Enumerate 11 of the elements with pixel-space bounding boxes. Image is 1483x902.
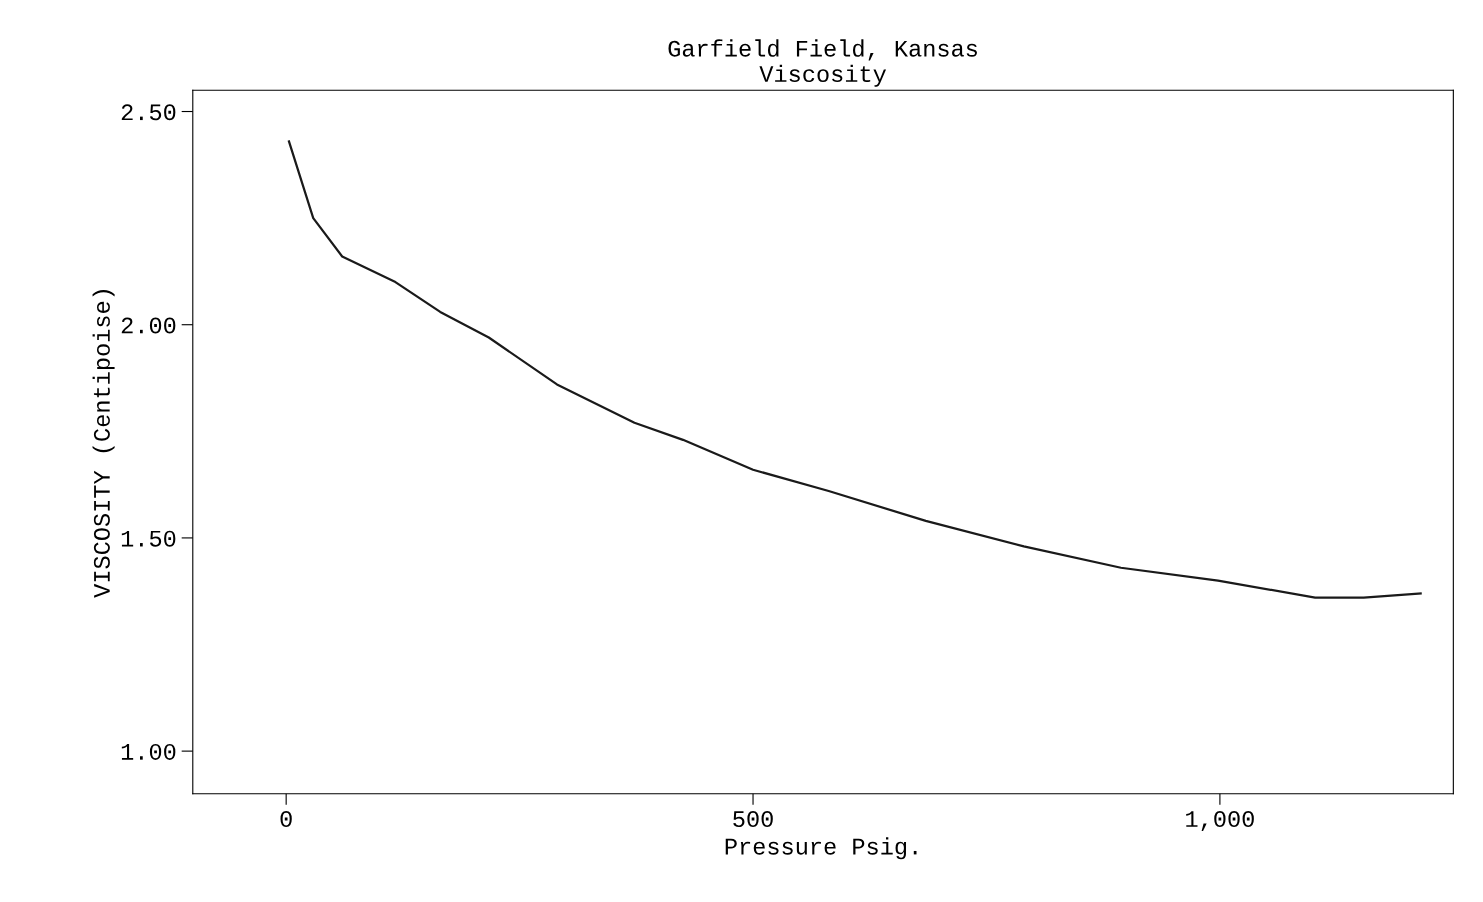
- y-tick-label: 2.00: [121, 317, 176, 334]
- y-axis-title: VISCOSITY (Centipoise): [92, 290, 115, 598]
- y-tick-label: 2.50: [121, 104, 176, 121]
- y-tick-label: 1.50: [121, 530, 176, 547]
- x-axis-title: Pressure Psig.: [725, 837, 917, 860]
- x-tick-label: 500: [733, 811, 773, 828]
- x-tick-label: 0: [280, 811, 292, 828]
- chart-title: Garfield Field, Kansas Viscosity: [668, 39, 977, 87]
- y-tick-label: 1.00: [121, 743, 176, 760]
- line-series: [287, 140, 1422, 599]
- x-tick-label: 1,000: [1186, 811, 1254, 832]
